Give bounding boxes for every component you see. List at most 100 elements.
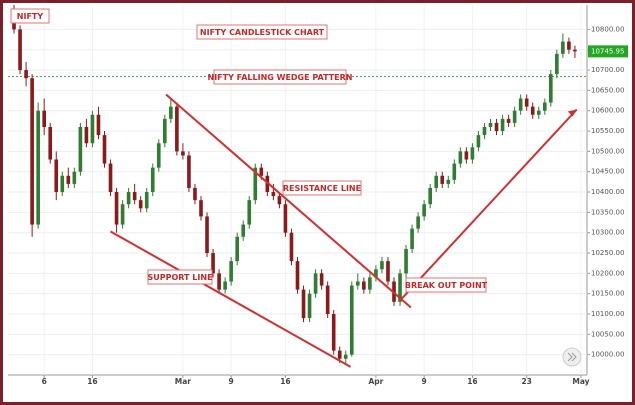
y-tick-label: 10150.00 <box>591 290 624 298</box>
candle-body <box>362 281 366 290</box>
y-tick-label: 10600.00 <box>591 107 624 115</box>
candle-body <box>446 179 451 184</box>
y-tick-label: 10800.00 <box>591 25 624 33</box>
candle-body <box>66 175 71 184</box>
y-tick-label: 10050.00 <box>591 330 624 338</box>
candle-body <box>48 126 53 160</box>
candle-body <box>482 126 487 136</box>
price-tag <box>588 45 628 58</box>
annotation-box <box>147 269 213 285</box>
candle-body <box>205 216 209 254</box>
candle-body <box>319 273 324 286</box>
candle-body <box>404 248 408 274</box>
candle-body <box>253 167 258 201</box>
candle-body <box>132 192 137 201</box>
candle-body <box>60 175 65 193</box>
candle-body <box>422 204 426 217</box>
candle-body <box>343 354 348 359</box>
x-tick-label: Mar <box>175 377 192 386</box>
candle-body <box>356 281 360 286</box>
annotation-box <box>10 8 50 24</box>
y-tick-label: 10650.00 <box>591 86 624 94</box>
candle-body <box>506 118 511 123</box>
candle-body <box>512 110 517 123</box>
candle-body <box>24 70 28 79</box>
y-tick-label: 10450.00 <box>591 168 624 176</box>
arrow-head <box>567 109 577 117</box>
y-tick-label: 10500.00 <box>591 147 624 155</box>
candle-body <box>434 175 439 188</box>
candle-body <box>235 236 239 262</box>
candle-body <box>313 273 318 294</box>
annotation-box <box>196 24 328 40</box>
annotation: NIFTY CANDLESTICK CHART <box>200 28 325 37</box>
x-tick-label: May <box>572 377 589 386</box>
y-tick-label: 10100.00 <box>591 310 624 318</box>
candle-body <box>72 171 77 184</box>
candle-body <box>163 118 167 144</box>
candle-body <box>536 110 541 115</box>
candle-body <box>169 106 173 119</box>
x-tick-label: 16 <box>87 377 97 386</box>
candle-body <box>90 114 95 144</box>
candle-body <box>416 216 420 229</box>
y-tick-label: 10550.00 <box>591 127 624 135</box>
candle-body <box>301 289 306 319</box>
candle-body <box>18 29 22 71</box>
candle-body <box>464 151 469 160</box>
x-tick-label: 16 <box>280 377 290 386</box>
candle-body <box>102 135 107 164</box>
candle-body <box>380 261 384 270</box>
y-tick-label: 10300.00 <box>591 229 624 237</box>
x-tick-label: 9 <box>422 377 427 386</box>
candle-body <box>175 106 179 152</box>
candle-body <box>337 350 342 359</box>
x-tick-label: 6 <box>42 377 47 386</box>
candle-body <box>241 224 246 237</box>
candle-body <box>470 147 475 160</box>
candle-body <box>120 204 125 225</box>
candle-body <box>307 293 312 319</box>
candle-body <box>96 114 101 136</box>
annotation: NIFTY FALLING WEDGE PATTERN <box>208 73 353 82</box>
candle-body <box>494 122 499 132</box>
candle-body <box>476 135 481 148</box>
candle-body <box>78 126 83 172</box>
candle-body <box>187 155 191 188</box>
candle-body <box>193 187 197 201</box>
annotation: RESISTANCE LINE <box>283 184 361 193</box>
candle-body <box>573 49 577 52</box>
candle-body <box>524 98 529 107</box>
annotation: NIFTY <box>17 12 44 21</box>
annotation-box <box>213 69 347 85</box>
candle-body <box>518 98 523 111</box>
candle-body <box>289 232 294 262</box>
y-tick-label: 10250.00 <box>591 249 624 257</box>
candle-body <box>156 143 161 168</box>
price-tag-label: 10745.95 <box>591 47 624 55</box>
annotation-box <box>405 277 487 293</box>
candle-body <box>542 102 547 111</box>
x-tick-label: 16 <box>467 377 477 386</box>
candle-body <box>488 122 493 127</box>
candle-body <box>108 163 113 193</box>
y-tick-label: 10400.00 <box>591 188 624 196</box>
candle-body <box>271 192 276 197</box>
y-tick-label: 10350.00 <box>591 208 624 216</box>
candle-body <box>84 126 89 144</box>
candle-body <box>54 159 59 193</box>
annotation-box <box>282 180 362 196</box>
x-tick-label: 9 <box>229 377 234 386</box>
trend-line <box>110 230 352 368</box>
trend-line <box>165 93 412 309</box>
candle-body <box>295 261 300 290</box>
candle-body <box>30 78 34 225</box>
annotation: SUPPORT LINE <box>147 273 212 282</box>
candle-body <box>211 253 215 274</box>
candle-body <box>247 200 252 225</box>
candle-body <box>150 167 155 193</box>
candle-body <box>561 41 565 54</box>
x-tick-label: Apr <box>368 377 383 386</box>
